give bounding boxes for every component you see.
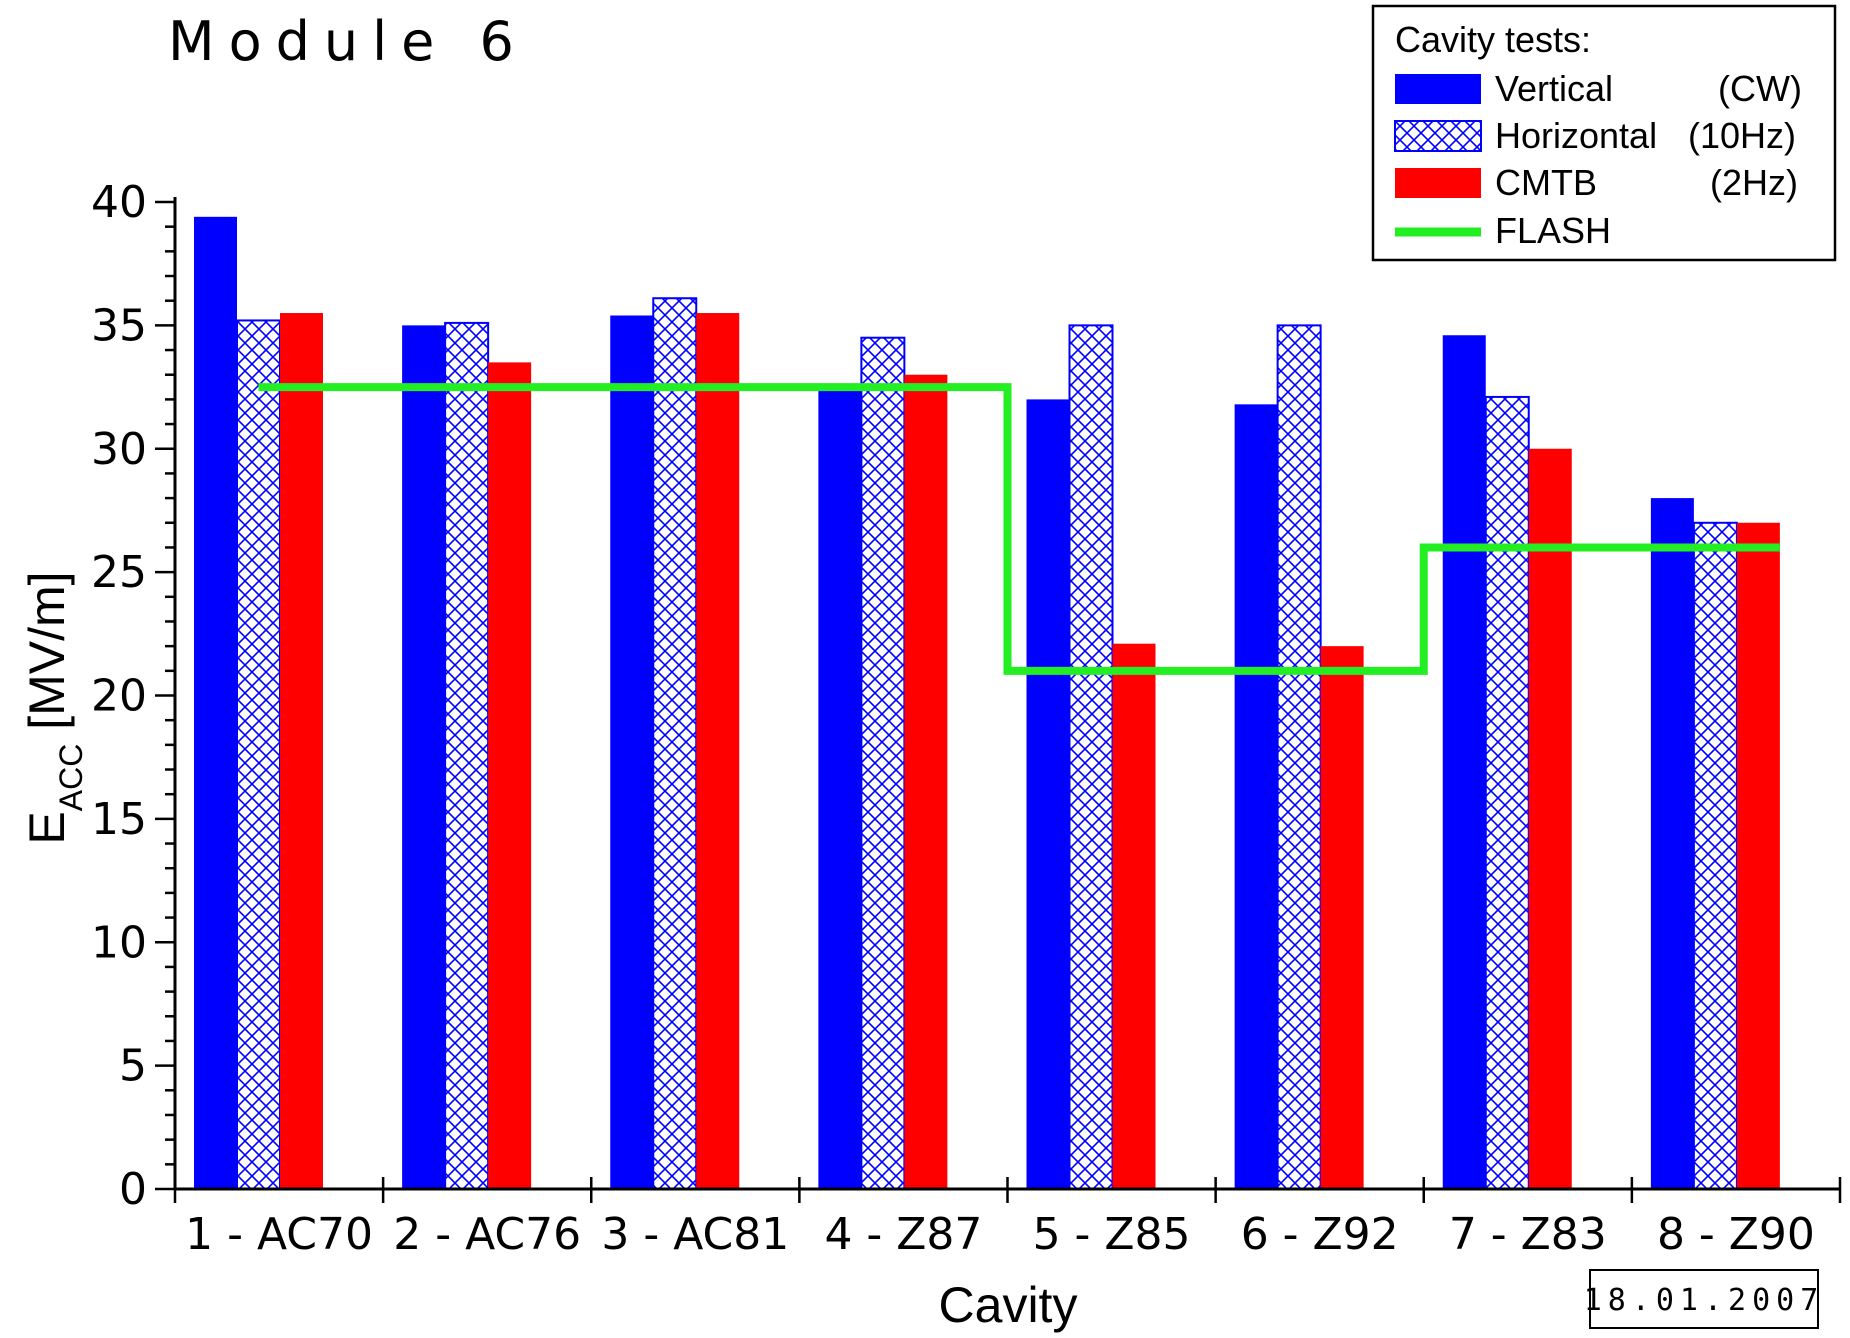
bar-vertical-2 [402,325,446,1189]
y-tick-label: 20 [91,671,147,722]
bar-cmtb-5 [1112,643,1156,1189]
axes-group: 0 5 10 15 20 25 30 35 40 1 - AC70 2 - AC76 3 - AC81… [91,177,1842,1260]
y-tick-label: 0 [119,1164,147,1215]
date-box [1589,1269,1819,1329]
legend-label-horizontal: Horizontal [1495,115,1657,156]
bar-vertical-7 [1442,335,1486,1189]
y-tick-label: 10 [91,917,147,968]
legend-label-flash: FLASH [1495,210,1611,251]
x-tick-label: 5 - Z85 [1033,1209,1191,1260]
bar-vertical-8 [1650,498,1694,1190]
x-tick-label: 3 - AC81 [601,1209,789,1260]
bar-horizontal-3 [652,297,698,1191]
legend-title: Cavity tests: [1395,19,1591,60]
bar-vertical-3 [610,315,654,1189]
bar-horizontal-7 [1484,395,1530,1190]
bar-cmtb-4 [904,374,948,1190]
y-tick-label: 5 [119,1041,147,1092]
legend-label-cmtb: CMTB [1495,162,1597,203]
date-text: 18.01.2007 [1584,1283,1825,1318]
bar-horizontal-4 [860,336,906,1190]
x-tick-label: 7 - Z83 [1449,1209,1607,1260]
x-tick-label: 6 - Z92 [1241,1209,1399,1260]
legend-note-horizontal: (10Hz) [1688,115,1796,156]
bar-vertical-5 [1026,399,1070,1189]
y-axis-title-main: E [19,811,75,844]
legend-note-cmtb: (2Hz) [1710,162,1798,203]
y-axis-title: EACC [MV/m] [19,571,89,844]
x-tick-label: 8 - Z90 [1657,1209,1815,1260]
x-axis-title: Cavity [939,1277,1078,1333]
bar-horizontal-8 [1692,521,1738,1190]
legend-note-vertical: (CW) [1718,68,1802,109]
bar-vertical-1 [194,216,237,1189]
legend-swatch-vertical [1395,74,1481,104]
bar-horizontal-2 [444,321,490,1191]
y-tick-label: 15 [91,794,147,845]
bar-horizontal-5 [1068,324,1114,1190]
bar-cmtb-1 [280,313,323,1190]
y-axis-title-sub: ACC [53,744,89,812]
y-tick-label: 40 [91,177,147,228]
legend-swatch-horizontal [1394,120,1482,152]
bar-cmtb-8 [1736,522,1780,1189]
bar-cmtb-2 [488,362,532,1189]
bar-cmtb-3 [696,313,740,1190]
bar-horizontal-6 [1276,324,1322,1190]
y-tick-label: 35 [91,300,147,351]
legend-label-vertical: Vertical [1495,68,1613,109]
bar-horizontal-1 [236,319,281,1190]
legend-swatch-cmtb [1395,168,1481,198]
chart-title: Module 6 [168,10,528,73]
bar-cmtb-7 [1528,448,1572,1189]
bar-cmtb-6 [1320,646,1364,1189]
y-tick-label: 30 [91,424,147,475]
flash-line-group [258,383,1780,675]
legend: Cavity tests: Vertical (CW) Horizontal (… [1371,4,1837,262]
y-tick-label: 25 [91,547,147,598]
y-axis-title-unit: [MV/m] [19,571,75,743]
bar-vertical-4 [818,384,862,1190]
date-stamp: 18.01.2007 [1584,1269,1825,1329]
flash-line [258,383,1780,675]
x-tick-label: 1 - AC70 [185,1209,373,1260]
x-tick-label: 4 - Z87 [824,1209,982,1260]
bars-group [194,216,1780,1191]
x-tick-label: 2 - AC76 [393,1209,581,1260]
bar-vertical-6 [1234,404,1278,1190]
